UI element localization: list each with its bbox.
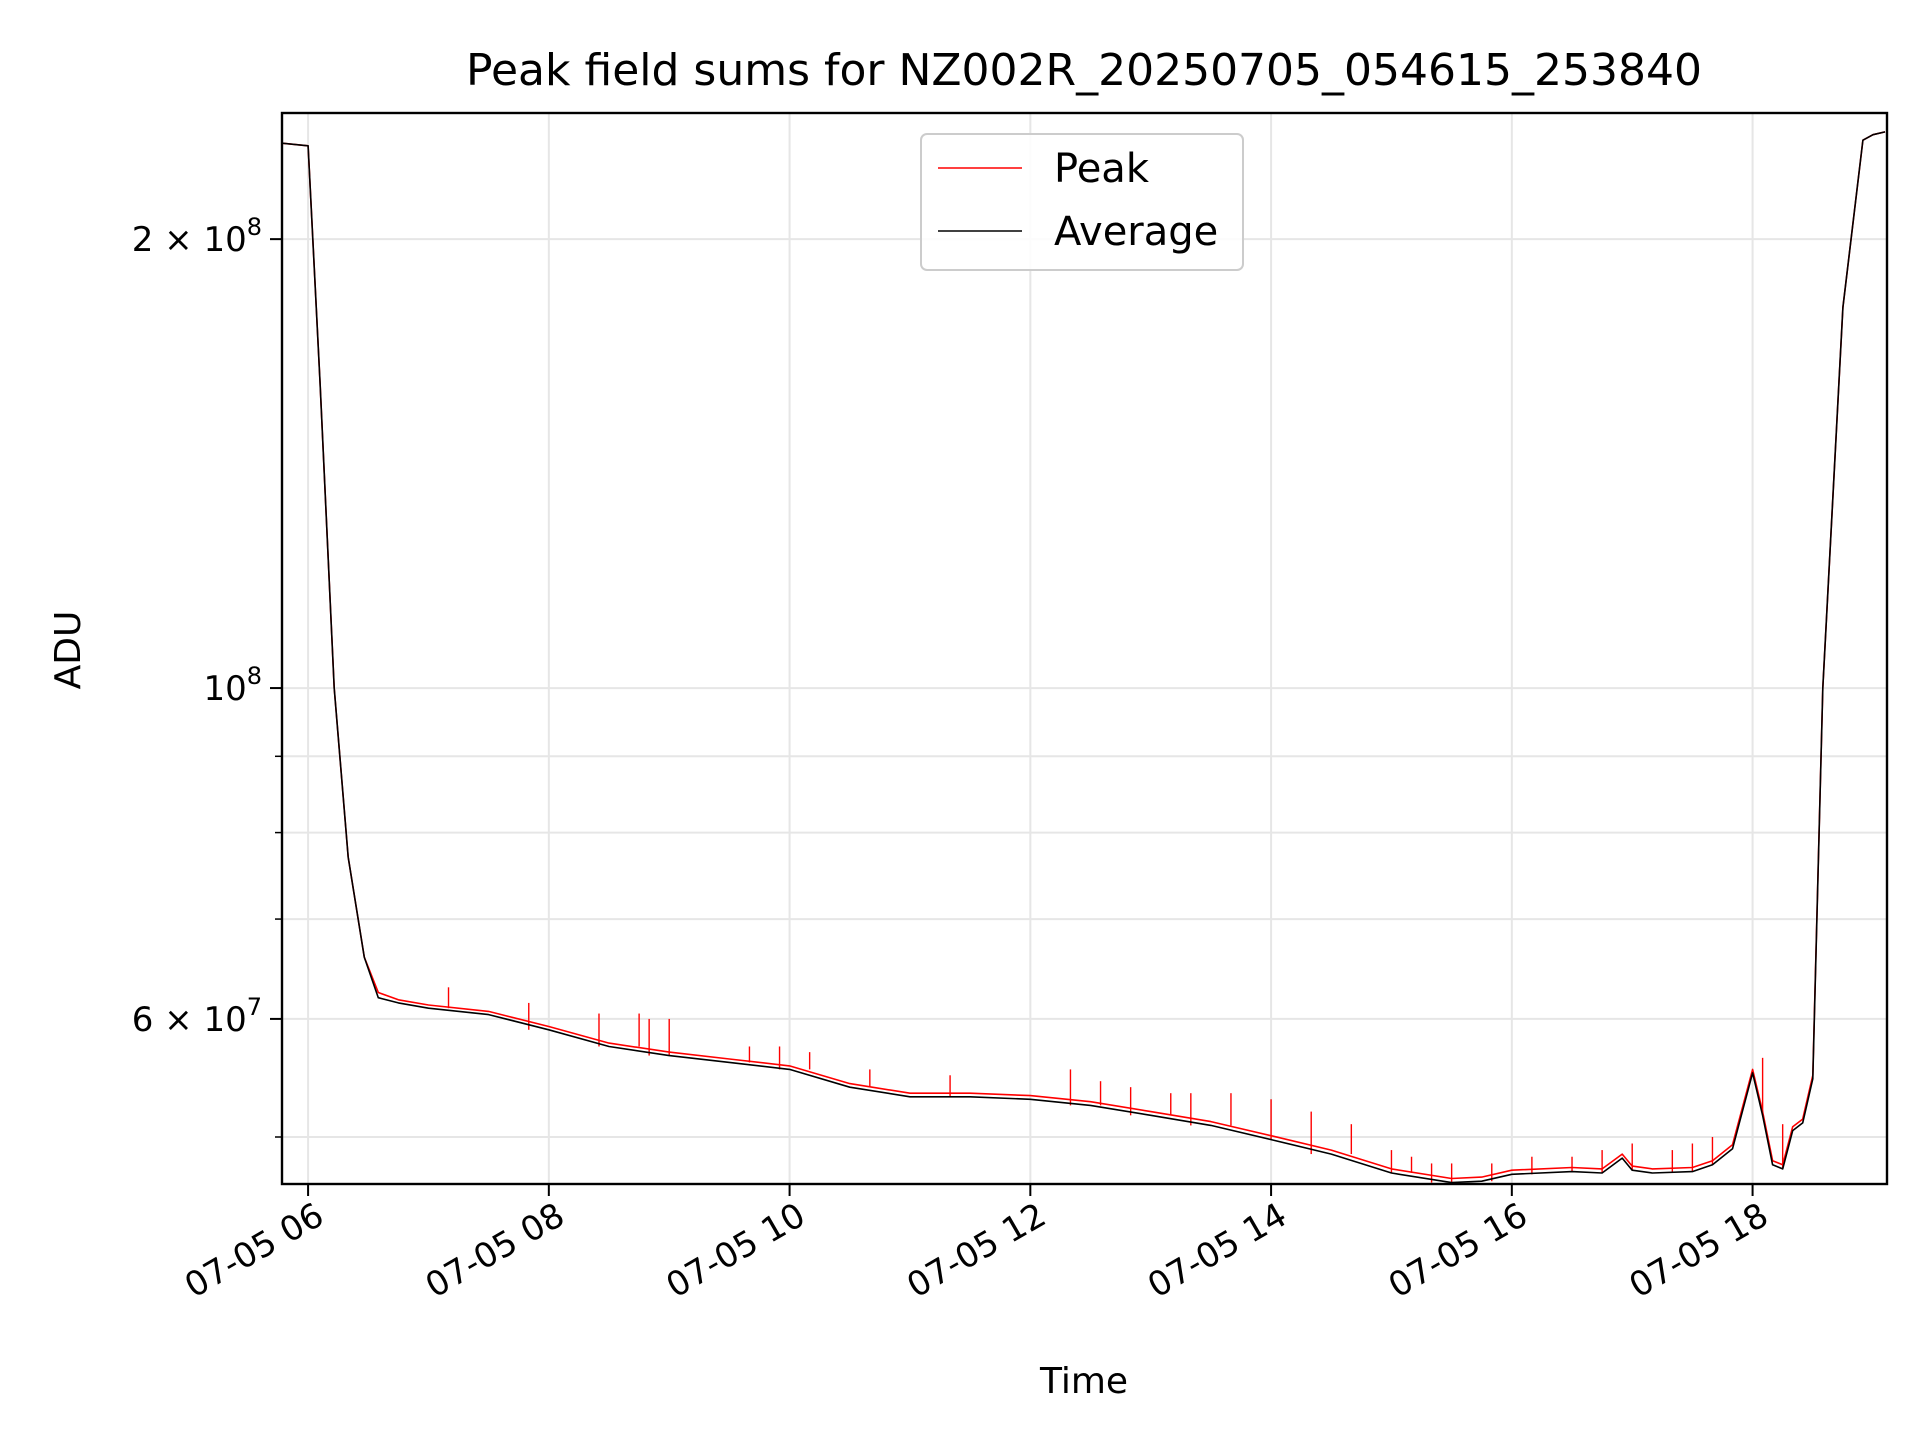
x-axis-label: Time bbox=[1039, 1361, 1128, 1402]
legend-label-peak: Peak bbox=[1054, 146, 1150, 192]
legend-label-average: Average bbox=[1054, 209, 1218, 255]
y-tick-label: 2 × 108 bbox=[132, 213, 262, 260]
plot-frame bbox=[280, 111, 1889, 1186]
y-tick-label: 6 × 107 bbox=[132, 993, 262, 1040]
series-line-average bbox=[282, 131, 1886, 1184]
series-layer bbox=[282, 131, 1886, 1184]
legend: Peak Average bbox=[920, 133, 1244, 271]
y-axis-label: ADU bbox=[48, 611, 89, 690]
series-line-peak bbox=[282, 131, 1886, 1180]
chart-title: Peak field sums for NZ002R_20250705_0546… bbox=[466, 45, 1702, 96]
